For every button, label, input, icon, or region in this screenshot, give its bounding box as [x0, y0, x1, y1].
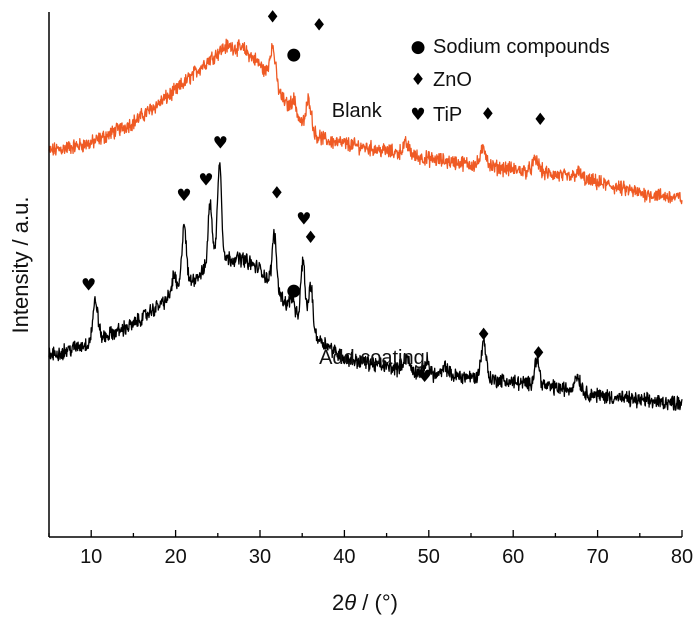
peak-marker-blank-3: ♦	[480, 105, 495, 125]
peak-marker-add-coating-8: ♥	[417, 367, 432, 387]
x-tick-label-10: 10	[80, 546, 102, 568]
series-line-blank	[48, 38, 683, 205]
peak-marker-add-coating-9: ♦	[476, 325, 491, 345]
peak-marker-add-coating-7: ●	[286, 281, 301, 301]
legend: ● Sodium compounds ♦ ZnO ♥ TiP	[410, 36, 609, 126]
x-tick-label-70: 70	[586, 546, 608, 568]
peak-marker-add-coating-3: ♥	[213, 134, 228, 154]
peak-marker-add-coating-6: ♦	[303, 228, 318, 248]
x-axis-title: 2θ / (°)	[332, 590, 398, 615]
legend-entry-tip: ♥ TiP	[410, 104, 462, 126]
series-layer	[48, 38, 683, 411]
marker-layer: ♦●♦♦ ♦♥♥♥♥♦♥♦●♥♦♦	[81, 8, 548, 388]
peak-marker-add-coating-1: ♥	[176, 186, 191, 206]
peak-marker-add-coating-10: ♦	[531, 344, 546, 364]
x-tick-label-30: 30	[249, 546, 271, 568]
legend-label-sodium: Sodium compounds	[433, 36, 610, 58]
legend-symbol-sodium: ●	[411, 37, 426, 57]
x-tick-label-50: 50	[418, 546, 440, 568]
peak-marker-add-coating-2: ♥	[198, 170, 213, 190]
x-axis-title-suffix: / (°)	[356, 590, 398, 615]
peak-marker-add-coating-5: ♥	[296, 210, 311, 230]
x-tick-label-80: 80	[671, 546, 693, 568]
x-tick-label-40: 40	[333, 546, 355, 568]
peak-marker-blank-0: ♦	[265, 8, 280, 28]
peak-marker-add-coating-4: ♦	[269, 183, 284, 203]
x-tick-label-20: 20	[164, 546, 186, 568]
x-tick-label-60: 60	[502, 546, 524, 568]
legend-label-tip: TiP	[433, 104, 462, 126]
x-axis-title-prefix: 2	[332, 590, 344, 615]
peak-marker-blank-4: ♦	[533, 110, 548, 130]
peak-marker-blank-1: ●	[286, 44, 301, 64]
legend-label-zno: ZnO	[433, 69, 472, 91]
legend-symbol-tip: ♥	[410, 105, 425, 125]
peak-marker-add-coating-0: ♥	[81, 275, 96, 295]
axes-layer: 10 20 30 40 50 60 70 80	[48, 12, 693, 568]
y-axis-title: Intensity / a.u.	[8, 197, 33, 334]
x-axis-title-variable: θ	[344, 590, 356, 615]
legend-entry-zno: ♦ ZnO	[410, 69, 472, 91]
series-line-add-coating	[48, 162, 683, 411]
peak-marker-blank-2: ♦	[311, 15, 326, 35]
series-label-add-coating: Add coating	[319, 347, 425, 369]
legend-symbol-zno: ♦	[410, 70, 425, 90]
legend-entry-sodium: ● Sodium compounds	[411, 36, 610, 58]
series-label-blank: Blank	[332, 100, 383, 122]
